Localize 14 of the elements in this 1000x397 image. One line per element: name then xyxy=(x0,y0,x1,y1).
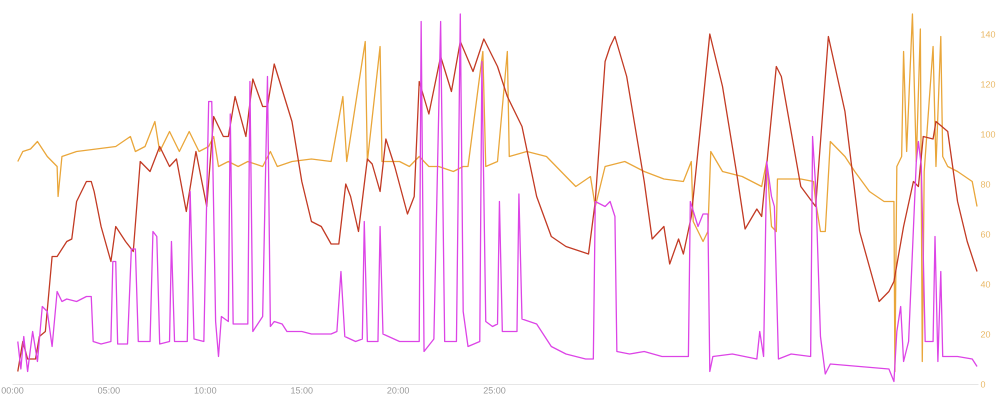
y-tick-label: 100 xyxy=(980,130,996,140)
x-tick-label: 20:00 xyxy=(386,386,410,396)
y-tick-label: 0 xyxy=(980,380,986,390)
y-tick-label: 20 xyxy=(980,330,991,340)
y-tick-label: 40 xyxy=(980,280,991,290)
y-tick-label: 60 xyxy=(980,230,991,240)
y-tick-label: 120 xyxy=(980,80,996,90)
y-tick-label: 140 xyxy=(980,30,996,40)
x-tick-label: 05:00 xyxy=(98,386,120,396)
x-tick-label: 10:00 xyxy=(194,386,217,396)
y-tick-label: 80 xyxy=(980,180,991,190)
x-tick-label: 00:00 xyxy=(1,386,24,396)
x-tick-label: 15:00 xyxy=(290,386,313,396)
x-tick-label: 25:00 xyxy=(483,386,506,396)
